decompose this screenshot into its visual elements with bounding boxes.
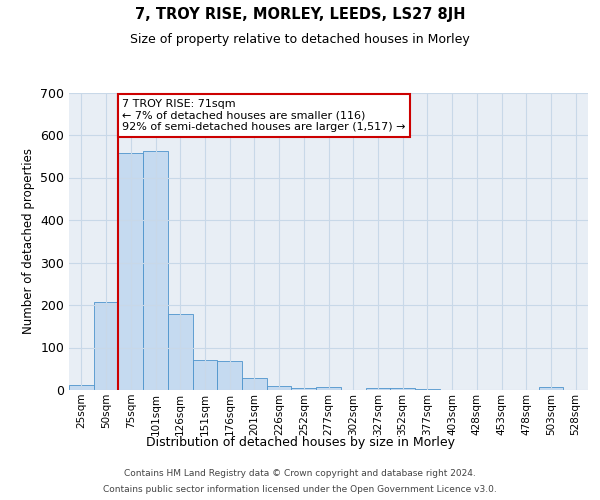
Bar — [118, 154, 143, 390]
Bar — [143, 151, 168, 390]
Bar — [168, 314, 193, 390]
Bar — [267, 386, 292, 390]
Bar — [292, 388, 316, 390]
Bar — [390, 388, 415, 390]
Y-axis label: Number of detached properties: Number of detached properties — [22, 148, 35, 334]
Bar — [94, 302, 118, 390]
Bar — [69, 385, 94, 390]
Bar — [365, 388, 390, 390]
Bar — [539, 387, 563, 390]
Text: Distribution of detached houses by size in Morley: Distribution of detached houses by size … — [146, 436, 455, 449]
Text: Size of property relative to detached houses in Morley: Size of property relative to detached ho… — [130, 32, 470, 46]
Text: Contains HM Land Registry data © Crown copyright and database right 2024.: Contains HM Land Registry data © Crown c… — [124, 470, 476, 478]
Bar — [316, 387, 341, 390]
Text: 7, TROY RISE, MORLEY, LEEDS, LS27 8JH: 7, TROY RISE, MORLEY, LEEDS, LS27 8JH — [135, 8, 465, 22]
Bar — [242, 378, 267, 390]
Text: 7 TROY RISE: 71sqm
← 7% of detached houses are smaller (116)
92% of semi-detache: 7 TROY RISE: 71sqm ← 7% of detached hous… — [122, 99, 406, 132]
Bar — [415, 388, 440, 390]
Text: Contains public sector information licensed under the Open Government Licence v3: Contains public sector information licen… — [103, 484, 497, 494]
Bar — [217, 361, 242, 390]
Bar — [193, 360, 217, 390]
